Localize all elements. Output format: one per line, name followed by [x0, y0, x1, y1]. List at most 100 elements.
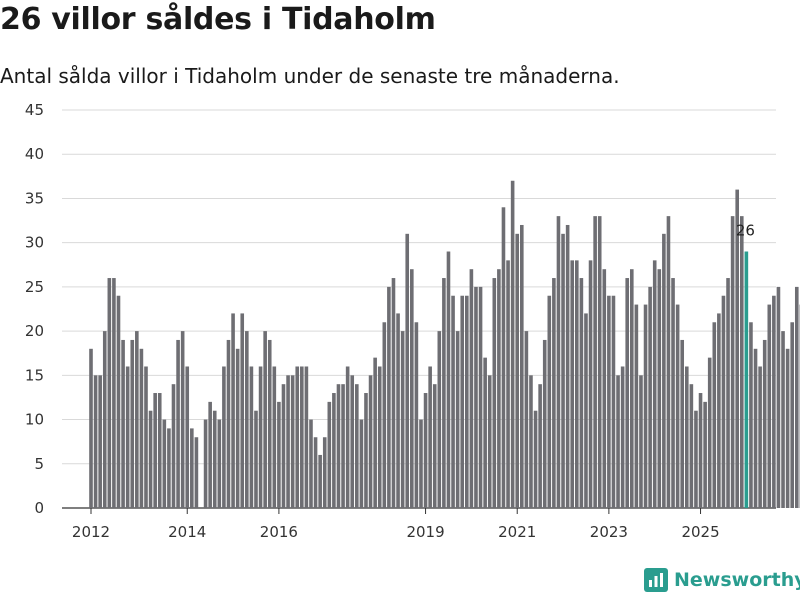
bar	[341, 384, 345, 508]
bar	[722, 296, 726, 508]
x-tick-label: 2012	[72, 523, 110, 541]
bar	[726, 278, 730, 508]
bar	[607, 296, 611, 508]
bar	[227, 340, 231, 508]
bar	[612, 296, 616, 508]
bar	[520, 225, 524, 508]
bar	[479, 287, 483, 508]
bar	[355, 384, 359, 508]
bar	[740, 216, 744, 508]
bar	[286, 375, 290, 508]
bar	[758, 366, 762, 508]
bar	[373, 358, 377, 508]
x-axis-ticks: 2012 2014 2016 2019 2021 2023 2025	[72, 508, 720, 541]
bar	[570, 260, 574, 508]
bar	[94, 375, 98, 508]
bar	[268, 340, 272, 508]
bar	[438, 331, 442, 508]
y-tick-label: 40	[25, 145, 44, 163]
y-tick-label: 45	[25, 101, 44, 119]
bar	[790, 322, 794, 508]
bar	[699, 393, 703, 508]
bar	[781, 331, 785, 508]
bar	[708, 358, 712, 508]
bar	[534, 411, 538, 508]
bar	[121, 340, 125, 508]
bar	[396, 313, 400, 508]
bar	[671, 278, 675, 508]
y-tick-label: 25	[25, 278, 44, 296]
bar	[309, 420, 313, 508]
bars	[89, 181, 800, 508]
bar	[410, 269, 414, 508]
bar	[300, 366, 304, 508]
bar	[717, 313, 721, 508]
bar	[529, 375, 533, 508]
bar	[754, 349, 758, 508]
bar	[465, 296, 469, 508]
bar	[580, 278, 584, 508]
x-tick-label: 2016	[260, 523, 298, 541]
bar	[250, 366, 254, 508]
bar	[140, 349, 144, 508]
bar	[538, 384, 542, 508]
bar	[204, 420, 208, 508]
bar	[662, 234, 666, 508]
bar	[621, 366, 625, 508]
bar	[158, 393, 162, 508]
bar	[135, 331, 139, 508]
bar	[273, 366, 277, 508]
x-tick-label: 2014	[168, 523, 206, 541]
bar	[593, 216, 597, 508]
bar	[772, 296, 776, 508]
bar	[259, 366, 263, 508]
bar	[786, 349, 790, 508]
bar	[694, 411, 698, 508]
bar	[213, 411, 217, 508]
bar	[442, 278, 446, 508]
bar	[795, 287, 799, 508]
bar	[277, 402, 281, 508]
bar	[126, 366, 130, 508]
bar	[108, 278, 112, 508]
bar	[552, 278, 556, 508]
bar	[401, 331, 405, 508]
bar	[149, 411, 153, 508]
bar	[557, 216, 561, 508]
y-tick-label: 5	[34, 455, 44, 473]
bar	[98, 375, 102, 508]
y-axis-ticks: 0 5 10 15 20 25 30 35 40 45	[25, 101, 44, 517]
bar	[685, 366, 689, 508]
bar	[318, 455, 322, 508]
bar	[305, 366, 309, 508]
bar	[89, 349, 93, 508]
x-tick-label: 2023	[590, 523, 628, 541]
bar	[731, 216, 735, 508]
bar	[630, 269, 634, 508]
bar	[767, 305, 771, 508]
bar	[190, 428, 194, 508]
bar	[240, 313, 244, 508]
bar	[566, 225, 570, 508]
bar	[332, 393, 336, 508]
bar	[488, 375, 492, 508]
bar	[497, 269, 501, 508]
brand-name: Newsworthy	[674, 569, 800, 591]
newsworthy-logo: Newsworthy	[644, 568, 800, 592]
bar	[667, 216, 671, 508]
bar	[195, 437, 199, 508]
bar	[763, 340, 767, 508]
bar	[245, 331, 249, 508]
y-tick-label: 0	[34, 499, 44, 517]
y-tick-label: 10	[25, 411, 44, 429]
y-tick-label: 30	[25, 234, 44, 252]
bar	[222, 366, 226, 508]
bar	[208, 402, 212, 508]
bar	[254, 411, 258, 508]
bar	[644, 305, 648, 508]
bar-highlight	[745, 252, 749, 508]
bar	[130, 340, 134, 508]
bar	[295, 366, 299, 508]
bar	[360, 420, 364, 508]
bar	[598, 216, 602, 508]
